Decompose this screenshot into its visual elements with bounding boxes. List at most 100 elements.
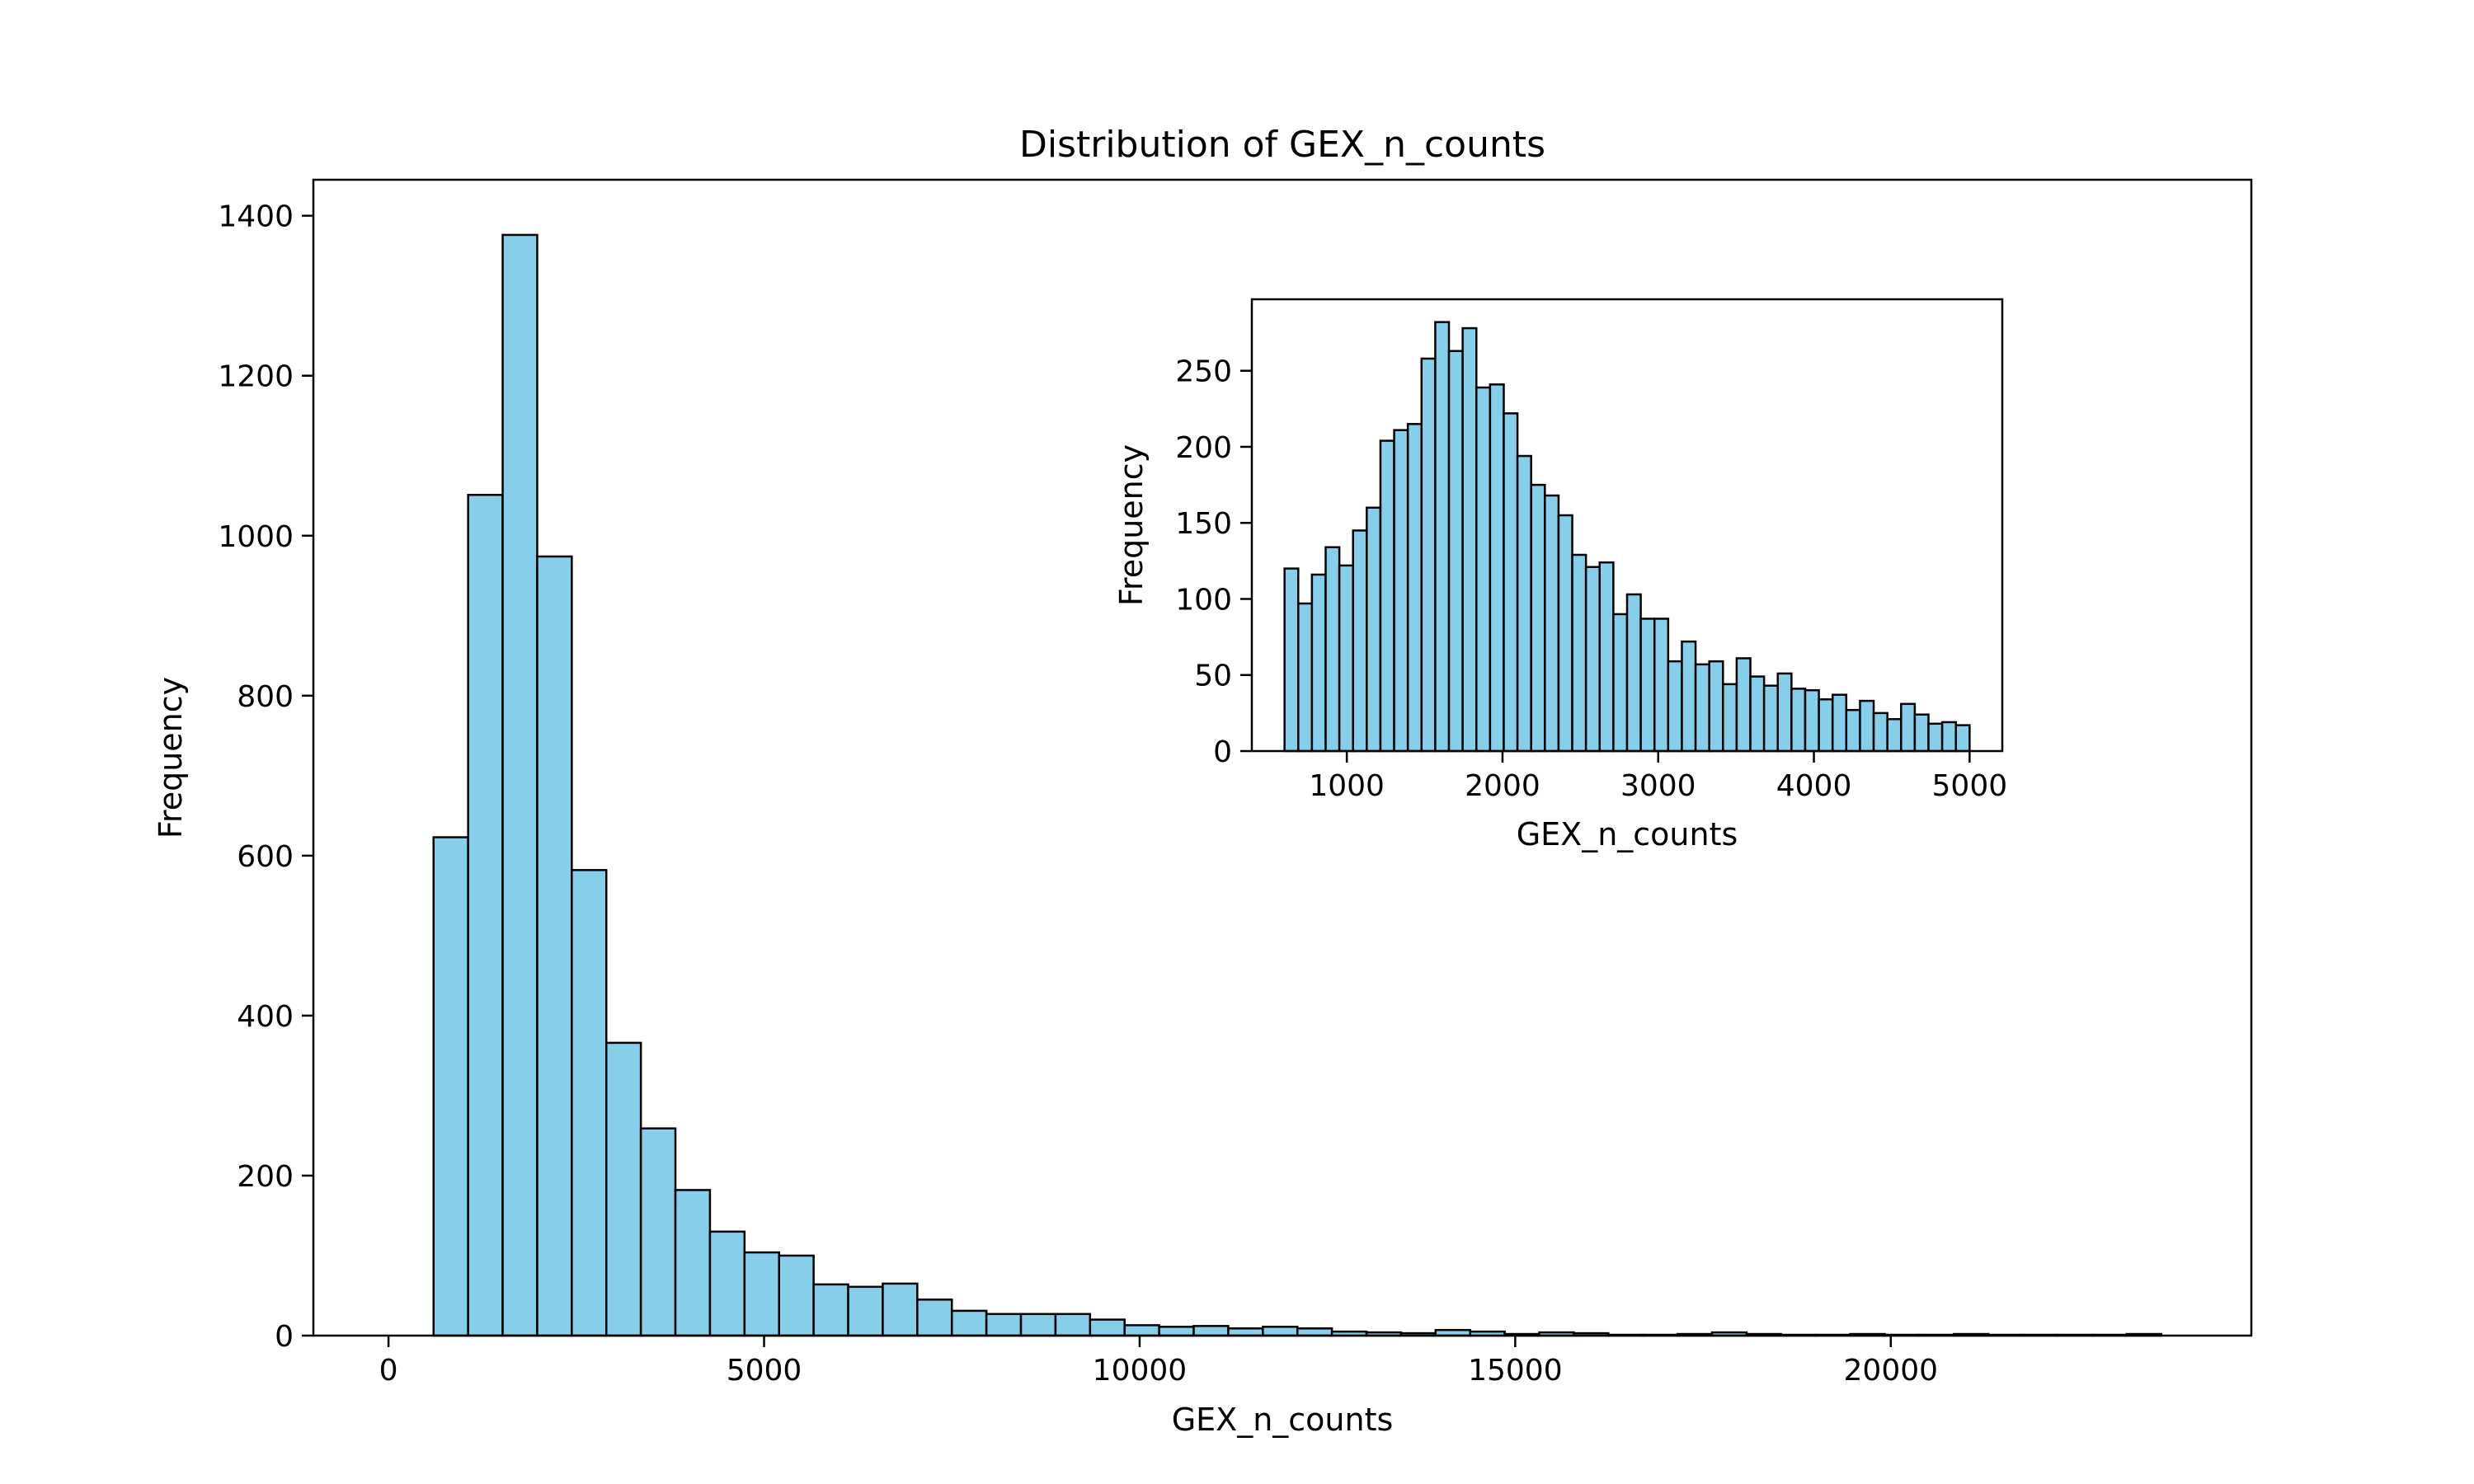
main-bar	[674, 1189, 712, 1337]
main-y-tick-label: 200	[237, 1160, 294, 1194]
inset-bar	[1708, 660, 1724, 753]
main-bar	[536, 555, 573, 1337]
inset-y-tick-label: 50	[1194, 660, 1232, 693]
inset-bar	[1379, 439, 1395, 753]
inset-bar	[1612, 613, 1629, 753]
inset-x-axis-label: GEX_n_counts	[1517, 816, 1738, 852]
main-chart-title: Distribution of GEX_n_counts	[1019, 124, 1545, 166]
main-bar	[1262, 1326, 1299, 1337]
inset-bar	[1516, 454, 1532, 753]
main-y-tick-label: 1400	[218, 200, 294, 234]
inset-bar	[1406, 423, 1423, 753]
main-bar	[1054, 1313, 1092, 1337]
main-y-tick-label: 0	[275, 1320, 294, 1354]
inset-bar	[1366, 506, 1382, 753]
inset-bar	[1338, 564, 1354, 753]
main-bar	[847, 1285, 884, 1337]
inset-bar	[1475, 386, 1492, 753]
main-bar	[467, 494, 504, 1337]
main-bar	[882, 1282, 919, 1337]
inset-bar	[1434, 321, 1451, 753]
main-bar	[916, 1298, 953, 1337]
inset-bar	[1804, 688, 1820, 753]
inset-y-tick-label: 100	[1175, 583, 1232, 617]
main-bar	[1123, 1324, 1160, 1337]
main-histogram: Distribution of GEX_n_counts 0 50 0 0 10000 1…	[153, 124, 2253, 1438]
main-x-tick-label: 15000	[1468, 1354, 1563, 1388]
inset-bar	[1900, 702, 1917, 753]
inset-bar	[1461, 326, 1478, 753]
inset-x-tick-label: 2000	[1465, 769, 1540, 803]
inset-bar	[1571, 553, 1587, 753]
main-y-axis-ticks: 0 200 400 600 800 1000 1200 1400	[218, 200, 313, 1354]
inset-bar	[1420, 357, 1437, 753]
main-y-tick-label: 1200	[218, 360, 294, 394]
inset-bar	[1722, 683, 1738, 753]
inset-bar	[1489, 383, 1505, 753]
main-bar	[604, 1041, 642, 1337]
main-y-axis-label: Frequency	[153, 677, 189, 838]
inset-bar	[1845, 708, 1861, 753]
inset-histogram: 1000 2000 3000 4000 5000 0 50 100 150 200 250 GEX…	[1113, 298, 2007, 852]
inset-y-tick-label: 150	[1175, 507, 1232, 541]
inset-x-axis-ticks: 1000 2000 3000 4000 5000	[1309, 751, 2007, 803]
main-bar	[571, 869, 608, 1337]
main-x-tick-label: 20000	[1844, 1354, 1939, 1388]
main-y-tick-label: 400	[237, 1000, 294, 1034]
inset-bar	[1447, 350, 1464, 753]
main-bar	[1158, 1326, 1195, 1337]
inset-bar	[1681, 640, 1697, 753]
main-y-tick-label: 1000	[218, 520, 294, 554]
inset-bar	[1310, 573, 1327, 753]
inset-bar	[1557, 514, 1573, 753]
main-bar	[1019, 1313, 1057, 1337]
inset-x-tick-label: 3000	[1620, 769, 1696, 803]
main-bar	[1296, 1327, 1333, 1337]
main-bar	[708, 1230, 746, 1337]
main-bar	[1089, 1318, 1126, 1337]
inset-bar	[1653, 618, 1670, 753]
inset-bar	[1694, 663, 1710, 753]
main-bar	[432, 836, 469, 1337]
inset-bar	[1913, 713, 1930, 753]
inset-bar	[1625, 593, 1642, 753]
inset-x-tick-label: 4000	[1776, 769, 1852, 803]
inset-bar	[1639, 618, 1656, 753]
inset-y-axis-label: Frequency	[1113, 444, 1150, 606]
inset-bar	[1352, 529, 1368, 753]
inset-bar	[1886, 718, 1903, 753]
inset-bar	[1735, 657, 1752, 753]
inset-bar	[1954, 724, 1971, 753]
main-bar	[501, 233, 539, 1337]
main-bar	[812, 1283, 849, 1337]
inset-bar	[1544, 494, 1560, 753]
main-x-axis-ticks: 0 5000 10000 15000 20000	[379, 1336, 1938, 1388]
main-bar	[778, 1254, 815, 1337]
inset-bar	[1324, 546, 1341, 753]
main-bar	[985, 1313, 1023, 1337]
main-y-tick-label: 600	[237, 840, 294, 874]
inset-plot-frame	[1250, 298, 2004, 753]
main-x-tick-label: 0	[379, 1354, 398, 1388]
inset-bar	[1790, 688, 1807, 753]
inset-bar	[1283, 567, 1300, 753]
inset-bar	[1831, 693, 1848, 753]
inset-bar	[1393, 429, 1409, 753]
main-bar	[743, 1251, 780, 1337]
inset-bar	[1859, 699, 1875, 753]
main-x-axis-label: GEX_n_counts	[1172, 1402, 1394, 1438]
inset-bar	[1872, 711, 1888, 753]
main-bar	[950, 1309, 988, 1337]
inset-bar	[1503, 412, 1519, 753]
inset-x-tick-label: 1000	[1309, 769, 1385, 803]
inset-bar	[1818, 698, 1834, 753]
inset-y-tick-label: 250	[1175, 355, 1232, 389]
inset-bar	[1749, 675, 1766, 753]
main-y-tick-label: 800	[237, 680, 294, 714]
main-x-tick-label: 10000	[1093, 1354, 1188, 1388]
main-bar	[1192, 1325, 1230, 1337]
inset-y-tick-label: 0	[1213, 735, 1232, 769]
main-plot-frame	[312, 178, 2253, 1337]
inset-bar	[1584, 566, 1602, 753]
